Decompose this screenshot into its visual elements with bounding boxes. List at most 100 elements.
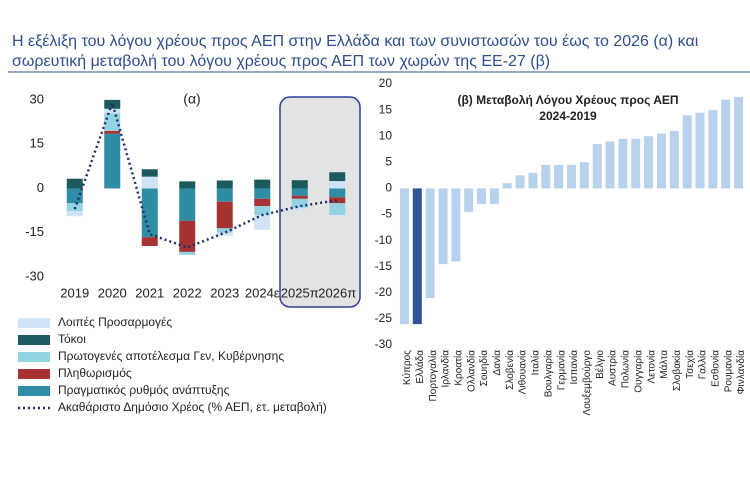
bar-segment xyxy=(291,198,308,208)
x-tick-label: 2021 xyxy=(135,285,164,300)
bar-segment xyxy=(254,188,271,199)
x-tick-label: Γαλλία xyxy=(697,350,709,380)
x-tick-label: Κύπρος xyxy=(401,350,413,385)
x-tick-label: Δανία xyxy=(491,350,503,376)
bar-segment xyxy=(291,207,308,211)
legend-swatch xyxy=(18,386,50,396)
x-tick-label: Πορτογαλία xyxy=(427,350,439,402)
chart-title: (α) xyxy=(183,91,200,107)
bar-segment xyxy=(104,130,121,134)
legend-label: Πρωτογενές αποτέλεσμα Γεν, Κυβέρνησης xyxy=(58,349,284,363)
y-tick-label: 30 xyxy=(30,91,44,106)
chart-subtitle: 2024-2019 xyxy=(539,109,597,123)
bar xyxy=(695,112,705,189)
bar-segment xyxy=(291,195,308,199)
y-tick-label: -15 xyxy=(25,224,44,239)
bar-segment xyxy=(104,113,121,131)
bar-segment xyxy=(66,188,83,204)
x-tick-label: 2020 xyxy=(98,285,127,300)
bar-segment xyxy=(291,180,308,189)
bar-segment xyxy=(254,206,271,216)
x-tick-label: Λουξεμβούργο xyxy=(581,350,593,416)
y-tick-label: 0 xyxy=(385,181,392,195)
bar-segment xyxy=(329,181,346,189)
bar-segment xyxy=(216,201,233,229)
x-tick-label: Τσεχία xyxy=(684,350,696,379)
bar-segment xyxy=(216,180,233,189)
x-tick-label: Λιθουανία xyxy=(517,350,529,394)
bar xyxy=(515,175,525,189)
legend-label: Ακαθάριστο Δημόσιο Χρέος (% ΑΕΠ, ετ. μετ… xyxy=(58,400,327,414)
bar-segment xyxy=(329,203,346,216)
y-tick-label: -30 xyxy=(25,268,44,283)
x-tick-label: 2024ε xyxy=(245,285,280,300)
legend-label: Λοιπές Προσαρμογές xyxy=(58,315,172,329)
y-tick-label: -10 xyxy=(375,233,393,247)
bar-segment xyxy=(216,232,233,236)
x-tick-label: 2022 xyxy=(173,285,202,300)
bar xyxy=(567,164,576,189)
bar-segment xyxy=(216,228,233,233)
x-tick-label: Φινλανδία xyxy=(735,350,747,395)
bar xyxy=(579,162,589,189)
bar xyxy=(464,188,474,212)
y-tick-label: 15 xyxy=(379,102,393,116)
bar-segment xyxy=(141,237,158,247)
bar xyxy=(489,188,499,205)
bar xyxy=(399,188,409,325)
bar-segment xyxy=(254,179,271,189)
y-tick-label: 15 xyxy=(30,136,44,151)
bar-segment xyxy=(179,188,196,221)
x-tick-label: 2025π xyxy=(281,285,319,300)
bar-segment xyxy=(216,188,233,202)
y-tick-label: -25 xyxy=(375,311,393,325)
x-tick-label: Κροατία xyxy=(452,350,464,386)
y-tick-label: 5 xyxy=(385,154,392,168)
x-tick-label: Ιταλία xyxy=(530,350,542,376)
x-tick-label: Ρουμανία xyxy=(722,350,734,392)
bar-segment xyxy=(141,169,158,177)
bar xyxy=(682,115,692,189)
bar xyxy=(734,97,744,189)
legend-label: Πραγματικός ρυθμός ανάπτυξης xyxy=(58,383,230,397)
x-tick-label: Βουλγαρία xyxy=(542,350,554,397)
bar-segment xyxy=(141,176,158,189)
bar-segment xyxy=(179,251,196,255)
x-tick-label: Πολωνία xyxy=(620,350,632,388)
bar xyxy=(708,110,718,189)
x-tick-label: Ιρλανδία xyxy=(440,350,452,388)
bar xyxy=(554,164,564,189)
chart-title: (β) Μεταβολή Λόγου Χρέους προς ΑΕΠ xyxy=(457,93,678,107)
bar xyxy=(656,133,666,189)
x-tick-label: Σλοβενία xyxy=(504,350,516,390)
x-tick-label: Σουηδία xyxy=(478,350,490,387)
bar xyxy=(477,188,487,205)
x-tick-label: Ισπανία xyxy=(568,350,580,385)
bar-segment xyxy=(329,188,346,198)
bar xyxy=(631,138,641,189)
bar-segment xyxy=(254,198,271,207)
legend-label: Πληθωρισμός xyxy=(58,366,132,380)
bar xyxy=(618,138,628,189)
x-tick-label: 2023 xyxy=(210,285,239,300)
x-tick-label: Λετονία xyxy=(645,350,657,384)
bar xyxy=(425,188,435,299)
bar-segment xyxy=(329,197,346,204)
bar-segment xyxy=(291,188,308,196)
y-tick-label: 20 xyxy=(379,76,393,90)
bar-segment xyxy=(179,220,196,252)
bar-segment xyxy=(141,188,158,238)
bar xyxy=(669,130,679,189)
x-tick-label: Γερμανία xyxy=(555,350,567,390)
bar-segment xyxy=(104,133,121,189)
bar-segment xyxy=(66,211,83,217)
bar-segment xyxy=(66,178,83,189)
header-line: Η εξέλιξη του λόγου χρέους προς ΑΕΠ στην… xyxy=(12,33,699,50)
bar xyxy=(438,188,448,265)
legend-swatch xyxy=(18,318,50,328)
bar xyxy=(721,99,731,189)
x-tick-label: Μάλτα xyxy=(658,350,670,379)
y-tick-label: 0 xyxy=(37,180,44,195)
y-tick-label: -30 xyxy=(375,337,393,351)
